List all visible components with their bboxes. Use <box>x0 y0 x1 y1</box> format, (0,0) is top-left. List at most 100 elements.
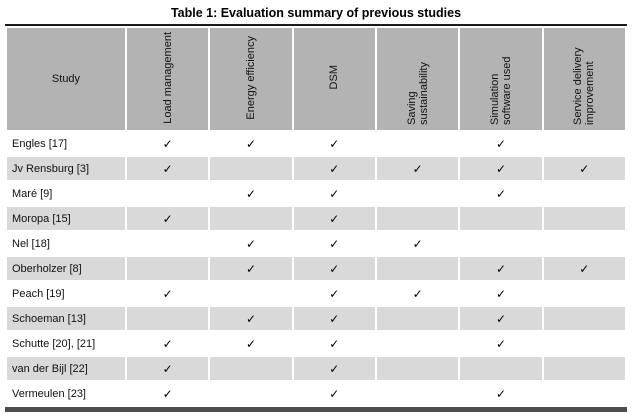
check-icon: ✓ <box>495 161 506 176</box>
table-row-engles-17: Engles [17] ✓ ✓ ✓ ✓ <box>7 132 625 155</box>
cell-load-management <box>127 182 209 205</box>
check-icon: ✓ <box>162 136 173 151</box>
cell-energy-efficiency: ✓ <box>210 182 292 205</box>
check-icon: ✓ <box>579 261 590 276</box>
table-row-schoeman-13: Schoeman [13] ✓ ✓ ✓ <box>7 307 625 330</box>
cell-dsm: ✓ <box>293 282 375 305</box>
cell-service-delivery-improvement <box>543 207 625 230</box>
cell-dsm: ✓ <box>293 132 375 155</box>
check-icon: ✓ <box>412 286 423 301</box>
cell-simulation-software-used: ✓ <box>460 182 542 205</box>
cell-energy-efficiency: ✓ <box>210 232 292 255</box>
check-icon: ✓ <box>329 161 340 176</box>
cell-load-management: ✓ <box>127 282 209 305</box>
cell-saving-sustainability <box>376 357 459 380</box>
cell-saving-sustainability: ✓ <box>376 232 459 255</box>
cell-energy-efficiency: ✓ <box>210 332 292 355</box>
column-header-energy-efficiency: Energy efficiency <box>210 28 292 130</box>
check-icon: ✓ <box>495 136 506 151</box>
cell-saving-sustainability <box>376 382 459 405</box>
check-icon: ✓ <box>495 336 506 351</box>
column-header-label: Simulation software used <box>488 56 513 125</box>
cell-saving-sustainability <box>376 307 459 330</box>
column-header-label: Service delivery improvement <box>572 46 597 125</box>
check-icon: ✓ <box>162 286 173 301</box>
cell-energy-efficiency <box>210 382 292 405</box>
table-row-van-der-bijl-22: van der Bijl [22] ✓ ✓ <box>7 357 625 380</box>
check-icon: ✓ <box>329 211 340 226</box>
check-icon: ✓ <box>329 186 340 201</box>
table-row-jv-rensburg-3: Jv Rensburg [3] ✓ ✓ ✓ ✓ ✓ <box>7 157 625 180</box>
cell-load-management: ✓ <box>127 332 209 355</box>
check-icon: ✓ <box>412 161 423 176</box>
table-title: Table 1: Evaluation summary of previous … <box>170 6 462 20</box>
check-icon: ✓ <box>162 386 173 401</box>
check-icon: ✓ <box>495 261 506 276</box>
cell-dsm: ✓ <box>293 307 375 330</box>
cell-saving-sustainability <box>376 257 459 280</box>
table-row-nel-18: Nel [18] ✓ ✓ ✓ <box>7 232 625 255</box>
check-icon: ✓ <box>245 261 257 276</box>
cell-dsm: ✓ <box>293 182 375 205</box>
cell-energy-efficiency <box>210 282 292 305</box>
column-header-label: Saving sustainability <box>405 61 430 125</box>
cell-simulation-software-used <box>460 232 542 255</box>
check-icon: ✓ <box>329 286 340 301</box>
cell-simulation-software-used: ✓ <box>460 157 542 180</box>
check-icon: ✓ <box>162 211 173 226</box>
study-cell: Vermeulen [23] <box>7 382 125 405</box>
cell-energy-efficiency <box>210 207 292 230</box>
cell-service-delivery-improvement: ✓ <box>543 257 625 280</box>
cell-load-management: ✓ <box>127 207 209 230</box>
cell-dsm: ✓ <box>293 207 375 230</box>
cell-service-delivery-improvement: ✓ <box>543 157 625 180</box>
check-icon: ✓ <box>329 136 340 151</box>
cell-simulation-software-used: ✓ <box>460 382 542 405</box>
check-icon: ✓ <box>245 311 257 326</box>
table-body: Engles [17] ✓ ✓ ✓ ✓ Jv Rensburg [3] ✓ ✓ ✓ ✓ ✓ Maré … <box>7 132 625 405</box>
cell-load-management: ✓ <box>127 157 209 180</box>
study-cell: Oberholzer [8] <box>7 257 125 280</box>
cell-dsm: ✓ <box>293 382 375 405</box>
cell-load-management <box>127 257 209 280</box>
column-header-label: Energy efficiency <box>244 35 257 120</box>
table-row-schutte-20-21: Schutte [20], [21] ✓ ✓ ✓ ✓ <box>7 332 625 355</box>
cell-dsm: ✓ <box>293 157 375 180</box>
check-icon: ✓ <box>412 236 423 251</box>
table-row-peach-19: Peach [19] ✓ ✓ ✓ ✓ <box>7 282 625 305</box>
cell-saving-sustainability <box>376 132 459 155</box>
check-icon: ✓ <box>329 386 340 401</box>
cell-saving-sustainability <box>376 332 459 355</box>
column-header-label: DSM <box>328 65 341 90</box>
table-row-vermeulen-23: Vermeulen [23] ✓ ✓ ✓ <box>7 382 625 405</box>
cell-service-delivery-improvement <box>543 282 625 305</box>
cell-load-management <box>127 307 209 330</box>
cell-energy-efficiency <box>210 357 292 380</box>
check-icon: ✓ <box>329 261 340 276</box>
column-header-study: Study <box>7 28 125 130</box>
study-cell: Moropa [15] <box>7 207 125 230</box>
evaluation-table: Study Load management Energy efficiency DSM… <box>5 24 627 412</box>
cell-dsm: ✓ <box>293 232 375 255</box>
cell-load-management: ✓ <box>127 357 209 380</box>
cell-load-management: ✓ <box>127 132 209 155</box>
check-icon: ✓ <box>162 361 173 376</box>
cell-dsm: ✓ <box>293 332 375 355</box>
check-icon: ✓ <box>162 336 173 351</box>
cell-energy-efficiency: ✓ <box>210 257 292 280</box>
cell-simulation-software-used: ✓ <box>460 132 542 155</box>
cell-saving-sustainability <box>376 207 459 230</box>
cell-simulation-software-used <box>460 207 542 230</box>
study-cell: Engles [17] <box>7 132 125 155</box>
cell-simulation-software-used: ✓ <box>460 307 542 330</box>
check-icon: ✓ <box>329 336 340 351</box>
cell-service-delivery-improvement <box>543 332 625 355</box>
check-icon: ✓ <box>495 186 506 201</box>
table-row-moropa-15: Moropa [15] ✓ ✓ <box>7 207 625 230</box>
cell-simulation-software-used: ✓ <box>460 332 542 355</box>
cell-dsm: ✓ <box>293 357 375 380</box>
check-icon: ✓ <box>495 311 506 326</box>
header-row: Study Load management Energy efficiency DSM… <box>7 28 625 130</box>
cell-simulation-software-used <box>460 357 542 380</box>
